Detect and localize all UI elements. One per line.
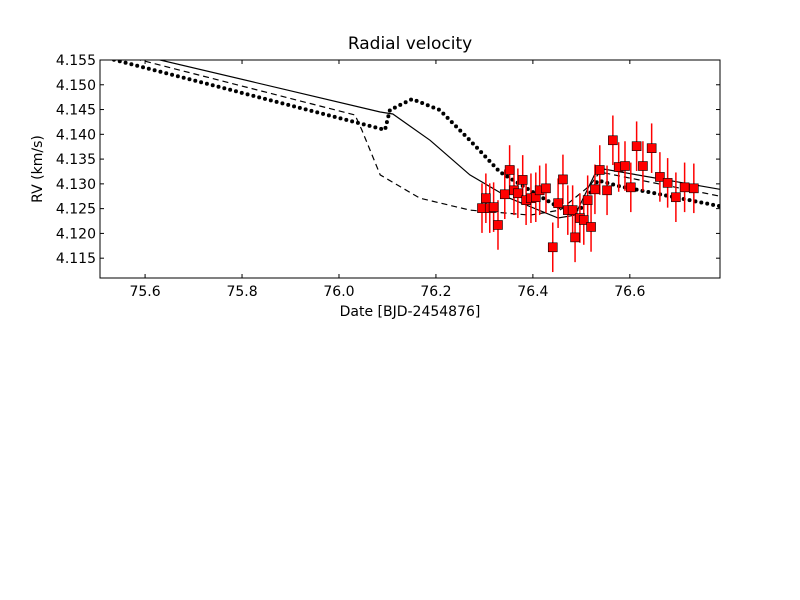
data-point bbox=[689, 183, 699, 194]
y-tick-label: 4.135 bbox=[56, 152, 96, 168]
data-point bbox=[578, 215, 589, 225]
y-tick-label: 4.130 bbox=[56, 177, 96, 193]
data-point bbox=[594, 165, 605, 175]
data-point bbox=[608, 135, 618, 146]
y-tick-label: 4.155 bbox=[56, 53, 96, 69]
data-point bbox=[558, 174, 568, 185]
data-point bbox=[662, 178, 673, 188]
data-point bbox=[671, 192, 681, 203]
data-point bbox=[586, 222, 596, 232]
data-point bbox=[567, 205, 578, 215]
y-tick-label: 4.115 bbox=[56, 251, 96, 267]
y-tick-label: 4.140 bbox=[56, 127, 96, 143]
y-tick-label: 4.120 bbox=[56, 226, 96, 242]
y-tick-label: 4.145 bbox=[56, 103, 96, 119]
data-point bbox=[679, 182, 690, 193]
y-axis-label: RV (km/s) bbox=[30, 135, 46, 203]
data-point bbox=[547, 242, 558, 253]
model-line bbox=[157, 60, 720, 219]
chart-title: Radial velocity bbox=[348, 34, 472, 54]
data-point bbox=[504, 165, 515, 175]
data-point bbox=[590, 184, 600, 195]
plot-frame bbox=[99, 59, 721, 279]
data-point bbox=[481, 193, 491, 204]
data-point bbox=[655, 172, 665, 182]
data-point bbox=[541, 183, 551, 194]
data-point bbox=[638, 161, 648, 171]
x-tick-label: 75.6 bbox=[129, 284, 160, 300]
plot-area bbox=[107, 60, 720, 273]
x-tick-label: 76.6 bbox=[614, 284, 645, 300]
data-point bbox=[582, 195, 593, 206]
x-tick-label: 76.0 bbox=[323, 284, 354, 300]
model-line bbox=[137, 60, 720, 216]
data-point bbox=[570, 232, 580, 243]
y-tick-label: 4.150 bbox=[56, 78, 96, 94]
x-tick-label: 75.8 bbox=[226, 284, 257, 300]
data-point bbox=[499, 189, 510, 200]
data-point bbox=[513, 188, 523, 199]
x-axis-label: Date [BJD-2454876] bbox=[340, 304, 481, 320]
data-point bbox=[646, 143, 657, 153]
data-point bbox=[517, 175, 528, 185]
data-point bbox=[626, 182, 636, 193]
data-point bbox=[488, 202, 499, 212]
data-point bbox=[602, 185, 612, 196]
data-point bbox=[553, 198, 563, 208]
x-tick-label: 76.4 bbox=[517, 284, 548, 300]
data-point bbox=[620, 161, 630, 171]
x-tick-label: 76.2 bbox=[420, 284, 451, 300]
data-point bbox=[493, 220, 503, 230]
data-point bbox=[631, 141, 642, 152]
y-tick-label: 4.125 bbox=[56, 202, 96, 218]
model-line bbox=[107, 60, 720, 213]
